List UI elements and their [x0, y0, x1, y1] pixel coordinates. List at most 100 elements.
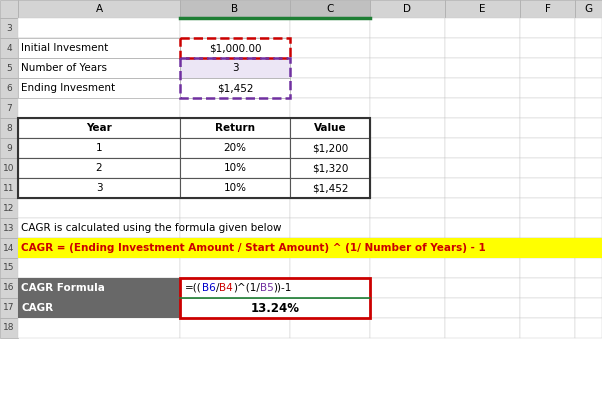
Bar [18, 118, 180, 138]
Bar [290, 298, 370, 318]
Bar [18, 118, 180, 138]
Bar [18, 238, 602, 258]
Text: 7: 7 [6, 104, 12, 113]
Bar [0, 78, 18, 98]
Bar [18, 158, 180, 178]
Bar [575, 118, 602, 138]
Bar [180, 78, 290, 98]
Text: Ending Invesment: Ending Invesment [21, 83, 115, 93]
Bar [520, 278, 575, 298]
Bar [18, 38, 180, 58]
Bar [575, 218, 602, 238]
Bar [180, 238, 290, 258]
Bar [445, 218, 520, 238]
Bar [180, 18, 290, 38]
Text: 6: 6 [6, 84, 12, 93]
Text: 3: 3 [6, 24, 12, 32]
Bar [575, 198, 602, 218]
Bar [445, 298, 520, 318]
Text: ))-1: ))-1 [273, 283, 292, 293]
Text: /: / [216, 283, 219, 293]
Text: 3: 3 [232, 63, 238, 73]
Bar [370, 138, 445, 158]
Bar [18, 98, 180, 118]
Bar [370, 258, 445, 278]
Bar [0, 238, 18, 258]
Bar [290, 238, 370, 258]
Text: 8: 8 [6, 123, 12, 132]
Text: 14: 14 [4, 243, 14, 253]
Bar [370, 158, 445, 178]
Text: 15: 15 [3, 264, 15, 273]
Bar [575, 178, 602, 198]
Text: Value: Value [314, 123, 346, 133]
Bar [520, 298, 575, 318]
Text: $1,000.00: $1,000.00 [209, 43, 261, 53]
Bar [180, 118, 290, 138]
Bar [18, 198, 180, 218]
Bar [575, 38, 602, 58]
Bar [370, 18, 445, 38]
Bar [520, 238, 575, 258]
Text: B4: B4 [219, 283, 233, 293]
Bar [520, 58, 575, 78]
Bar [370, 178, 445, 198]
Bar [290, 258, 370, 278]
Bar [290, 118, 370, 138]
Bar [290, 198, 370, 218]
Bar [575, 0, 602, 18]
Bar [180, 38, 290, 58]
Text: C: C [326, 4, 334, 14]
Bar [290, 38, 370, 58]
Bar [520, 178, 575, 198]
Text: 5: 5 [6, 63, 12, 72]
Bar [445, 198, 520, 218]
Text: Initial Invesment: Initial Invesment [21, 43, 108, 53]
Bar [520, 78, 575, 98]
Bar [0, 18, 18, 38]
Bar [18, 78, 180, 98]
Bar [18, 138, 180, 158]
Bar [445, 158, 520, 178]
Bar [180, 298, 290, 318]
Text: 17: 17 [3, 303, 15, 312]
Bar [290, 158, 370, 178]
Bar [180, 278, 290, 298]
Bar [445, 18, 520, 38]
Bar [18, 58, 180, 78]
Bar [520, 98, 575, 118]
Bar [290, 58, 370, 78]
Text: G: G [585, 4, 592, 14]
Bar [445, 238, 520, 258]
Bar [180, 0, 290, 18]
Text: $1,452: $1,452 [312, 183, 348, 193]
Bar [180, 298, 370, 318]
Text: 13: 13 [3, 223, 15, 232]
Bar [370, 318, 445, 338]
Bar [290, 138, 370, 158]
Bar [520, 138, 575, 158]
Bar [520, 318, 575, 338]
Bar [18, 78, 180, 98]
Text: 10: 10 [3, 164, 15, 173]
Bar [180, 158, 290, 178]
Bar [370, 118, 445, 138]
Bar [180, 158, 290, 178]
Text: 3: 3 [96, 183, 102, 193]
Text: 11: 11 [3, 184, 15, 193]
Bar [18, 38, 180, 58]
Bar [575, 258, 602, 278]
Text: Number of Years: Number of Years [21, 63, 107, 73]
Bar [0, 298, 18, 318]
Bar [180, 78, 290, 98]
Text: CAGR = (Ending Investment Amount / Start Amount) ^ (1/ Number of Years) - 1: CAGR = (Ending Investment Amount / Start… [21, 243, 486, 253]
Bar [18, 178, 180, 198]
Bar [0, 278, 18, 298]
Bar [520, 18, 575, 38]
Text: CAGR: CAGR [21, 303, 53, 313]
Text: 20%: 20% [223, 143, 246, 153]
Bar [290, 18, 370, 38]
Text: Return: Return [215, 123, 255, 133]
Bar [0, 258, 18, 278]
Bar [0, 318, 18, 338]
